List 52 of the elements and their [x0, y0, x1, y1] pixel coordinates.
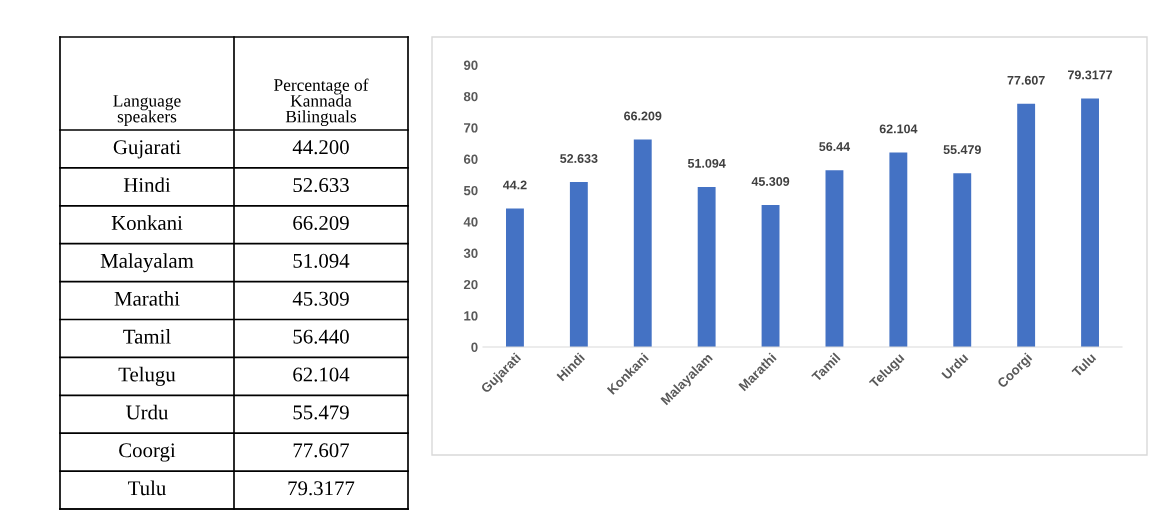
- bar: [697, 186, 716, 347]
- text: 45.309: [292, 291, 349, 306]
- y-tick-label: 0: [471, 342, 478, 352]
- text: 51.094: [293, 253, 350, 268]
- data-label: 55.479: [943, 145, 981, 155]
- text: 77.607: [293, 443, 350, 458]
- text: 79.3177: [288, 481, 355, 496]
- bar: [889, 152, 908, 347]
- y-tick-label: 70: [464, 123, 478, 133]
- bar: [761, 205, 780, 347]
- bar: [633, 139, 652, 347]
- text: Hindi: [123, 177, 171, 193]
- data-label: 45.309: [751, 177, 790, 186]
- y-tick-label: 60: [463, 154, 478, 164]
- data-label: 56.44: [819, 142, 851, 152]
- data-label: 77.607: [1007, 75, 1045, 85]
- y-tick-label: 50: [463, 185, 478, 196]
- text: Konkani: [111, 215, 183, 230]
- text: Tulu: [128, 480, 166, 496]
- x-tick-label: Tulu: [1071, 352, 1097, 378]
- text: Gujarati: [113, 140, 181, 159]
- y-tick-label: 10: [464, 311, 478, 321]
- bar: [825, 170, 844, 347]
- y-tick-label: 90: [463, 60, 478, 70]
- y-tick-label: 30: [463, 248, 478, 258]
- text: Marathi: [114, 291, 180, 306]
- data-label: 52.633: [560, 154, 598, 163]
- text: Tamil: [123, 329, 171, 344]
- text: Urdu: [126, 404, 169, 420]
- bar: [1081, 98, 1099, 347]
- bar: [1017, 103, 1036, 347]
- text: 44.200: [292, 140, 349, 155]
- text: 52.633: [293, 178, 349, 193]
- data-label: 44.2: [502, 180, 527, 190]
- text: 62.104: [293, 367, 350, 382]
- text: 56.440: [293, 329, 349, 344]
- text: Malayalam: [100, 253, 194, 273]
- bar: [569, 182, 588, 347]
- text: 66.209: [293, 215, 349, 231]
- text: Language speakers: [113, 95, 181, 126]
- bar: [506, 208, 524, 347]
- y-tick-label: 80: [463, 91, 478, 102]
- bar: [953, 173, 972, 347]
- data-label: 51.094: [687, 158, 726, 168]
- y-tick-label: 40: [463, 217, 478, 227]
- text: 55.479: [293, 405, 349, 420]
- data-label: 66.209: [624, 111, 662, 121]
- data-label: 62.104: [879, 124, 918, 134]
- text: Coorgi: [119, 443, 176, 462]
- y-tick-label: 20: [463, 279, 478, 290]
- text: Percentage of Kannada Bilinguals: [274, 78, 369, 126]
- data-label: 79.3177: [1068, 70, 1113, 80]
